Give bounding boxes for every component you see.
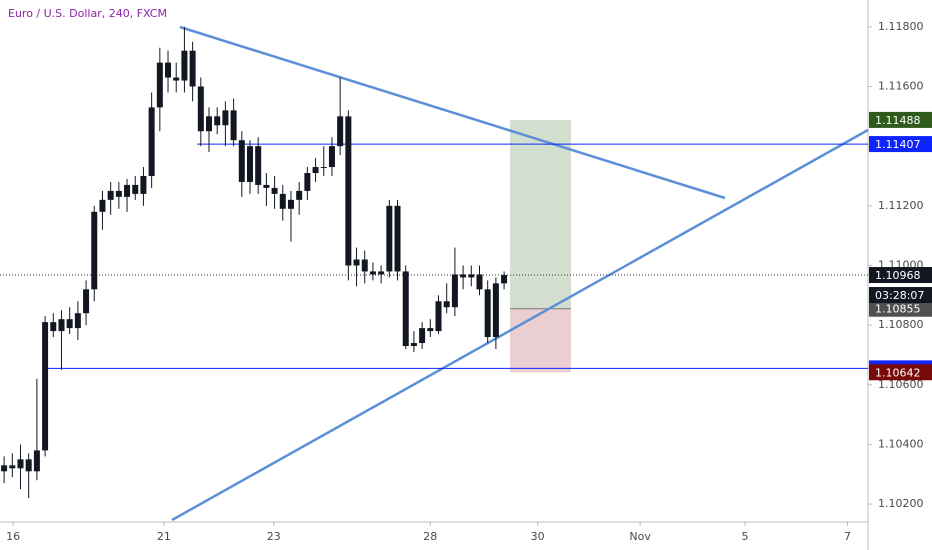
price-badge-label: 1.10642 xyxy=(875,366,921,379)
candle-body xyxy=(427,328,434,332)
candle-body xyxy=(132,184,139,194)
candle-body xyxy=(238,140,245,182)
candle-body xyxy=(501,275,508,284)
loss-zone xyxy=(510,308,571,373)
candle-body xyxy=(460,274,467,278)
candle-body xyxy=(378,271,385,275)
candle-body xyxy=(484,289,491,338)
candle-body xyxy=(287,199,294,209)
candle-body xyxy=(435,301,442,332)
x-tick-label: 21 xyxy=(157,530,171,543)
candle-body xyxy=(394,205,401,272)
candle-body xyxy=(230,110,237,141)
candle-body xyxy=(312,167,319,174)
candle-body xyxy=(255,146,262,185)
candle-body xyxy=(296,190,303,200)
candle-body xyxy=(386,205,393,272)
trend-line xyxy=(171,128,869,522)
x-tick-label: 28 xyxy=(423,530,437,543)
candle-body xyxy=(9,465,16,469)
price-badge-label: 1.10968 xyxy=(875,269,921,282)
profit-zone xyxy=(510,119,571,309)
candle-body xyxy=(271,187,278,194)
y-tick-label: 1.10800 xyxy=(878,318,924,331)
y-tick-label: 1.10200 xyxy=(878,497,924,510)
candle-body xyxy=(124,184,131,197)
trend-line xyxy=(179,25,726,200)
x-tick-label: 30 xyxy=(531,530,545,543)
candle-body xyxy=(222,110,229,126)
candle-body xyxy=(25,459,32,472)
x-tick-label: Nov xyxy=(629,530,651,543)
price-badge-label: 1.11407 xyxy=(875,138,921,151)
candle-body xyxy=(50,322,57,332)
candle-body xyxy=(468,274,475,278)
candle-body xyxy=(402,271,409,347)
candle-body xyxy=(369,271,376,275)
y-tick-label: 1.11600 xyxy=(878,80,924,93)
candle-body xyxy=(476,274,483,290)
price-badge-label: 1.10855 xyxy=(875,303,921,316)
y-tick-label: 1.10600 xyxy=(878,378,924,391)
price-badge xyxy=(869,364,932,381)
candle-body xyxy=(214,116,221,126)
candle-layer xyxy=(1,26,508,499)
candle-body xyxy=(410,343,417,347)
price-badge xyxy=(869,136,932,153)
candle-body xyxy=(66,319,73,329)
candle-body xyxy=(33,450,40,472)
candle-body xyxy=(320,167,327,169)
countdown-badge xyxy=(869,287,932,304)
candle-body xyxy=(165,62,172,78)
candle-body xyxy=(115,190,122,197)
price-badge xyxy=(869,300,932,317)
price-badge-label: 1.11488 xyxy=(875,114,921,127)
candle-body xyxy=(304,173,311,191)
candle-body xyxy=(337,116,344,147)
candle-body xyxy=(42,322,49,451)
x-tick-label: 5 xyxy=(742,530,749,543)
y-tick-label: 1.11800 xyxy=(878,20,924,33)
candle-body xyxy=(156,62,163,108)
candle-body xyxy=(91,211,98,290)
countdown-label: 03:28:07 xyxy=(875,289,924,302)
candle-body xyxy=(181,50,188,81)
candle-body xyxy=(279,193,286,209)
position-layer xyxy=(510,119,571,373)
price-badge xyxy=(869,111,932,128)
candle-body xyxy=(419,328,426,344)
candle-body xyxy=(83,289,90,314)
candle-body xyxy=(148,107,155,176)
candle-body xyxy=(206,116,213,132)
candle-body xyxy=(443,301,450,308)
candle-body xyxy=(140,175,147,194)
y-tick-label: 1.11200 xyxy=(878,199,924,212)
candle-body xyxy=(328,146,335,168)
candle-body xyxy=(263,184,270,188)
candle-body xyxy=(361,259,368,272)
candle-body xyxy=(99,199,106,212)
candle-body xyxy=(74,313,81,329)
candle-body xyxy=(58,319,65,332)
x-tick-label: 16 xyxy=(6,530,20,543)
candle-body xyxy=(173,77,180,81)
candle-body xyxy=(1,465,8,472)
candle-body xyxy=(492,283,499,338)
x-tick-label: 23 xyxy=(267,530,281,543)
candle-body xyxy=(197,86,204,132)
candle-body xyxy=(353,259,360,266)
y-tick-label: 1.10400 xyxy=(878,437,924,450)
chart-title: Euro / U.S. Dollar, 240, FXCM xyxy=(8,7,167,20)
candle-body xyxy=(107,190,114,200)
candle-body xyxy=(246,146,253,182)
candle-body xyxy=(345,116,352,266)
candle-body xyxy=(17,459,24,469)
level-layer xyxy=(0,143,868,369)
price-badge xyxy=(869,267,932,284)
candle-body xyxy=(451,274,458,308)
x-tick-label: 7 xyxy=(844,530,851,543)
candle-body xyxy=(189,50,196,87)
